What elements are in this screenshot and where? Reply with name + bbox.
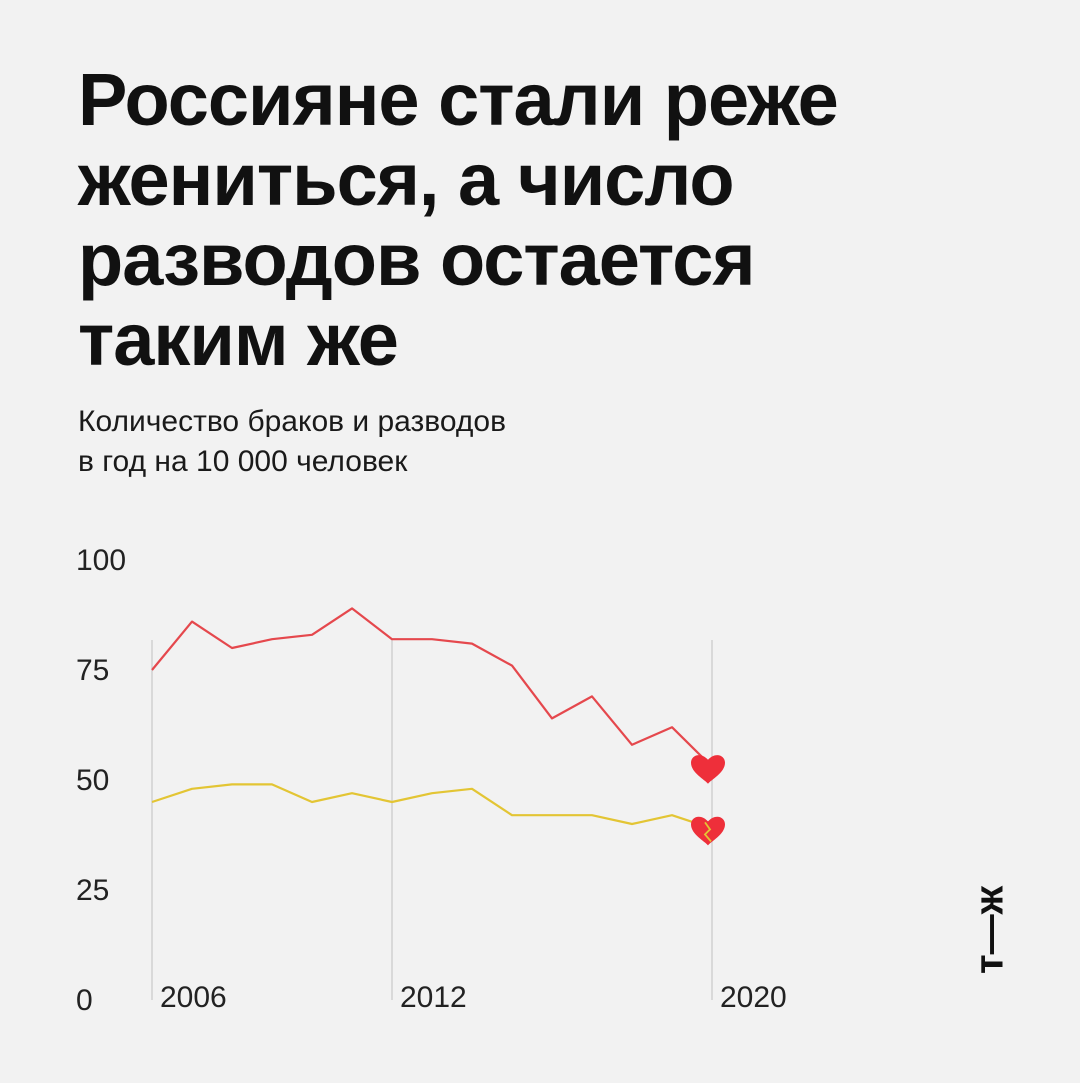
y-tick-label-75: 75 (76, 654, 109, 687)
y-tick-label-100: 100 (76, 544, 126, 577)
y-axis-ticks: 0 25 50 75 100 (76, 544, 126, 1017)
reference-lines (151, 640, 713, 1000)
subtitle-line-2: в год на 10 000 человек (78, 445, 408, 478)
x-axis-ticks: 2006 2012 2020 (160, 981, 787, 1014)
heart-icon (691, 755, 725, 784)
brand-logo: т—ж (968, 885, 1012, 974)
series-end-markers (691, 755, 725, 846)
series-lines (151, 607, 713, 830)
x-tick-label-2020: 2020 (720, 981, 787, 1014)
x-tick-label-2006: 2006 (160, 981, 227, 1014)
y-tick-label-25: 25 (76, 874, 109, 907)
x-tick-label-2012: 2012 (400, 981, 467, 1014)
page-title: Россияне стали реже жениться, а число ра… (78, 58, 839, 381)
broken-heart-icon (691, 816, 725, 846)
series-line-1 (151, 783, 713, 830)
subtitle-line-1: Количество браков и разводов (78, 405, 507, 438)
brand-logo-text: т—ж (968, 885, 1012, 974)
y-tick-label-50: 50 (76, 764, 109, 797)
chart-subtitle: Количество браков и разводов в год на 10… (78, 402, 778, 482)
y-tick-label-0: 0 (76, 984, 93, 1017)
series-line-0 (151, 607, 713, 768)
